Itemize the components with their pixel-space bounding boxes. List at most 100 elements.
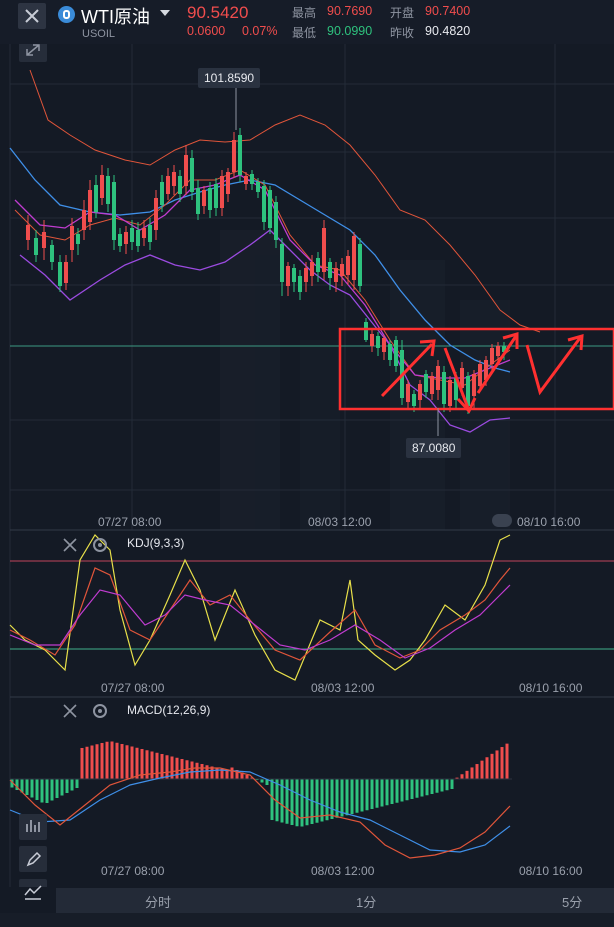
tab-5min[interactable]: 5分 bbox=[562, 895, 583, 910]
macd-bar bbox=[90, 745, 94, 779]
kdj-time-label-3: 08/10 16:00 bbox=[519, 681, 583, 695]
macd-bar bbox=[495, 750, 499, 779]
candle-body bbox=[82, 210, 86, 230]
chart-type-button[interactable] bbox=[19, 879, 47, 905]
candle-body bbox=[502, 346, 506, 352]
candle-body bbox=[364, 322, 368, 340]
min-price-tag: 87.0080 bbox=[406, 438, 462, 458]
macd-bar bbox=[230, 767, 234, 779]
macd-bar bbox=[80, 748, 84, 779]
macd-bar bbox=[370, 779, 374, 809]
candle-body bbox=[184, 155, 188, 186]
macd-bar bbox=[95, 744, 99, 779]
prev-close-value: 90.4820 bbox=[425, 24, 471, 38]
macd-bar bbox=[335, 779, 339, 818]
candle-body bbox=[226, 172, 230, 194]
expand-button[interactable] bbox=[19, 38, 47, 64]
candle-body bbox=[298, 276, 302, 292]
macd-bar bbox=[10, 779, 14, 788]
candle-body bbox=[58, 262, 62, 286]
macd-bar bbox=[25, 779, 29, 795]
candle-body bbox=[148, 225, 152, 242]
candle-body bbox=[322, 228, 326, 272]
candle-body bbox=[466, 376, 470, 406]
macd-bar bbox=[500, 747, 504, 779]
max-price-tag: 101.8590 bbox=[198, 68, 261, 88]
macd-bar bbox=[160, 754, 164, 779]
macd-histogram bbox=[10, 741, 509, 827]
macd-bar bbox=[150, 751, 154, 779]
candle-body bbox=[106, 176, 110, 204]
macd-bar bbox=[365, 779, 369, 811]
candle-body bbox=[454, 378, 458, 400]
candle-body bbox=[358, 244, 362, 286]
macd-bar bbox=[310, 779, 314, 824]
macd-bar bbox=[65, 779, 69, 793]
kdj-time-label-1: 07/27 08:00 bbox=[101, 681, 165, 695]
macd-bar bbox=[220, 769, 224, 779]
candle-body bbox=[142, 228, 146, 238]
macd-bar bbox=[385, 779, 389, 806]
macd-settings-gear-icon[interactable] bbox=[93, 704, 107, 718]
candle-body bbox=[190, 158, 194, 192]
macd-bar bbox=[245, 775, 249, 779]
kdj-d-line bbox=[9, 584, 511, 659]
candle-body bbox=[352, 236, 356, 280]
candle-body bbox=[484, 360, 488, 380]
kdj-time-label-2: 08/03 12:00 bbox=[311, 681, 375, 695]
draw-tool-button[interactable] bbox=[19, 846, 47, 872]
main-time-label-3: 08/10 16:00 bbox=[517, 515, 581, 529]
scroll-handle[interactable] bbox=[492, 514, 512, 527]
candle-body bbox=[418, 384, 422, 400]
macd-bar bbox=[155, 752, 159, 779]
tab-1min[interactable]: 1分 bbox=[356, 895, 377, 910]
kdj-settings-gear-icon[interactable] bbox=[93, 538, 107, 552]
indicator-toggle-button[interactable] bbox=[19, 814, 47, 840]
candle-body bbox=[172, 172, 176, 186]
macd-bar bbox=[440, 779, 444, 792]
candle-body bbox=[214, 184, 218, 208]
dropdown-caret-icon[interactable] bbox=[160, 10, 170, 16]
candle-body bbox=[262, 186, 266, 222]
macd-close-icon[interactable] bbox=[63, 704, 77, 718]
macd-bar bbox=[205, 765, 209, 779]
candle-body bbox=[94, 185, 98, 212]
macd-bar bbox=[130, 746, 134, 779]
candle-body bbox=[76, 234, 80, 244]
high-label: 最高 bbox=[292, 6, 317, 20]
macd-bar bbox=[195, 762, 199, 779]
macd-bar bbox=[445, 779, 449, 791]
macd-label: MACD(12,26,9) bbox=[127, 703, 211, 717]
price-change-pct: 0.07% bbox=[242, 24, 278, 38]
macd-bar bbox=[20, 779, 24, 793]
symbol-name[interactable]: WTI原油 bbox=[81, 7, 150, 27]
macd-bar bbox=[105, 741, 109, 779]
price-change: 0.0600 bbox=[187, 24, 226, 38]
macd-bar bbox=[250, 777, 254, 779]
last-price: 90.5420 bbox=[187, 3, 249, 22]
close-button[interactable] bbox=[18, 3, 46, 29]
candle-body bbox=[256, 182, 260, 192]
macd-bar bbox=[480, 760, 484, 779]
candle-body bbox=[130, 228, 134, 242]
macd-bar bbox=[300, 779, 304, 827]
background-decoration bbox=[220, 230, 510, 530]
candle-body bbox=[202, 190, 206, 206]
macd-bar bbox=[295, 779, 299, 827]
macd-bar bbox=[215, 767, 219, 779]
macd-bar bbox=[45, 779, 49, 803]
macd-bar bbox=[175, 757, 179, 779]
macd-bar bbox=[360, 779, 364, 812]
tab-timeshare[interactable]: 分时 bbox=[145, 895, 172, 910]
macd-bar bbox=[165, 755, 169, 779]
macd-bar bbox=[135, 747, 139, 779]
macd-bar bbox=[320, 779, 324, 822]
candle-body bbox=[478, 364, 482, 386]
kdj-k-line bbox=[9, 567, 511, 661]
candle-body bbox=[220, 176, 224, 208]
macd-bar bbox=[355, 779, 359, 813]
kdj-close-icon[interactable] bbox=[63, 538, 77, 552]
candle-body bbox=[292, 268, 296, 282]
macd-bar bbox=[400, 779, 404, 802]
chart-canvas[interactable] bbox=[0, 44, 614, 887]
